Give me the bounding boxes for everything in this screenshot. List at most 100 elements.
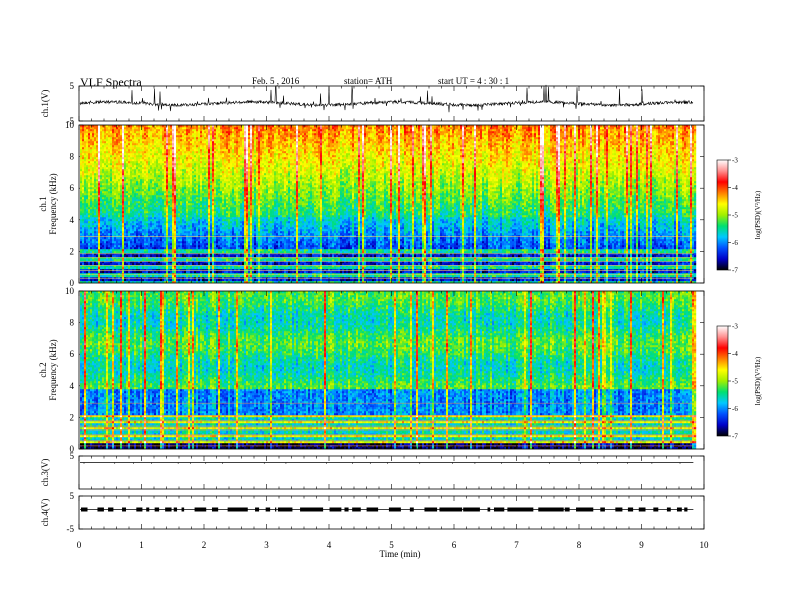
ch1-spectrogram-ytick-3: 6 (70, 183, 75, 193)
ch2-spectrogram-colorbar-tick-2: -5 (732, 378, 738, 386)
ch4-waveform-block (639, 508, 646, 512)
ch4-waveform-ytick-0: 5 (70, 491, 75, 501)
ch1-waveform-ylabel: ch.1(V) (40, 90, 50, 118)
ch1-spectrogram-colorbar-tick-2: -5 (732, 212, 738, 220)
ch4-waveform-block (81, 508, 87, 512)
time-tick-1: 1 (139, 540, 144, 550)
ch1-spectrogram-ytick-5: 10 (65, 120, 75, 130)
ch4-waveform-block (389, 508, 401, 512)
ch4-waveform-block (677, 508, 682, 512)
ch2-spectrogram-ytick-5: 10 (65, 286, 75, 296)
ch2-spectrogram-ylabel-channel: ch.2 (38, 362, 48, 377)
ch2-spectrogram-colorbar-tick-1: -4 (732, 350, 738, 358)
ch4-waveform-block (424, 508, 437, 512)
ch2-spectrogram-ytick-1: 2 (70, 412, 75, 422)
ch4-waveform: 5 -5 ch.4(V) (40, 491, 704, 534)
time-tick-7: 7 (514, 540, 519, 550)
ch2-spectrogram-colorbar-tick-4: -7 (732, 433, 738, 441)
vlf-spectra-figure: VLF Spectra Feb. 5 , 2016 station= ATH s… (0, 0, 792, 612)
ch1-spectrogram-colorbar-tick-0: -3 (732, 157, 738, 165)
ch1-waveform-trace (80, 85, 693, 112)
ch4-waveform-block (278, 508, 293, 512)
ch4-waveform-ylabel: ch.4(V) (40, 499, 50, 527)
ch4-waveform-block (615, 508, 622, 512)
ch4-waveform-block (410, 508, 414, 512)
ch4-waveform-block (367, 508, 379, 512)
ch1-spectrogram-colorbar-tick-4: -7 (732, 267, 738, 275)
ch3-waveform: 5 ch.3(V) (40, 451, 704, 489)
ch2-spectrogram-colorbar-tick-3: -6 (732, 405, 738, 413)
ch1-spectrogram-colorbar-tick-3: -6 (732, 239, 738, 247)
time-axis-label: Time (min) (380, 549, 421, 559)
ch4-waveform-ytick-1: -5 (67, 524, 75, 534)
ch4-waveform-block (653, 508, 658, 512)
ch1-waveform-frame (79, 86, 704, 121)
ch1-colorbar: -3 -4 -5 -6 -7 log(PSD)(V²/Hz) (717, 157, 762, 275)
ch4-waveform-block (667, 508, 671, 512)
ch4-waveform-block (182, 508, 185, 512)
ch4-waveform-block (463, 508, 480, 512)
ch4-waveform-block (136, 508, 142, 512)
ch4-waveform-block (494, 508, 504, 512)
ch2-spectrogram-ytick-3: 6 (70, 349, 75, 359)
ch1-spectrogram-image (80, 125, 696, 283)
time-tick-4: 4 (327, 540, 332, 550)
ch4-waveform-block (576, 508, 593, 512)
ch4-waveform-block (507, 508, 533, 512)
ch4-waveform-block (628, 508, 633, 512)
ch4-waveform-block (439, 508, 462, 512)
time-tick-6: 6 (452, 540, 457, 550)
ch1-spectrogram-colorbar-tick-1: -4 (732, 184, 738, 192)
ch4-waveform-block (174, 508, 177, 512)
ch1-spectrogram-colorbar-label: log(PSD)(V²/Hz) (754, 190, 762, 239)
time-tick-9: 9 (639, 540, 644, 550)
ch3-waveform-ytick-0: 5 (70, 451, 75, 461)
start-time-label: start UT = 4 : 30 : 1 (438, 76, 509, 86)
ch4-waveform-block (255, 508, 259, 512)
ch1-spectrogram-colorbar-scale (717, 160, 728, 270)
time-tick-0: 0 (77, 540, 82, 550)
ch4-waveform-block (600, 508, 605, 512)
ch2-spectrogram-image (80, 291, 696, 449)
ch1-spectrogram-ylabel: Frequency (kHz) (48, 173, 58, 234)
ch2-spectrogram-colorbar-label: log(PSD)(V²/Hz) (754, 356, 762, 405)
ch3-waveform-ylabel: ch.3(V) (40, 459, 50, 487)
ch2-spectrogram-ylabel: Frequency (kHz) (48, 339, 58, 400)
ch1-spectrogram-ylabel-channel: ch.1 (38, 196, 48, 211)
ch4-waveform-block (195, 508, 207, 512)
ch4-waveform-block (275, 508, 276, 512)
ch2-spectrogram-ytick-4: 8 (70, 318, 75, 328)
ch1-spectrogram-ytick-4: 8 (70, 152, 75, 162)
ch4-waveform-block (228, 508, 248, 512)
station-label: station= ATH (344, 76, 393, 86)
ch4-waveform-block (266, 508, 270, 512)
time-tick-10: 10 (700, 540, 710, 550)
ch4-waveform-block (565, 508, 570, 512)
figure-title: VLF Spectra (80, 75, 142, 89)
ch4-waveform-block (684, 508, 687, 512)
ch2-spectrogram-colorbar-scale (717, 326, 728, 436)
ch4-waveform-block (538, 508, 563, 512)
ch4-waveform-block (165, 508, 171, 512)
ch4-waveform-block (352, 508, 361, 512)
ch4-waveform-block (488, 508, 491, 512)
ch4-waveform-block (212, 508, 218, 512)
ch4-waveform-block (344, 508, 348, 512)
time-tick-3: 3 (264, 540, 269, 550)
ch2-spectrogram-ytick-2: 4 (70, 381, 75, 391)
ch1-waveform-ytick-0: 5 (70, 81, 75, 91)
ch4-waveform-block (155, 508, 159, 512)
ch4-waveform-block (146, 508, 149, 512)
ch2-spectrogram-colorbar-tick-0: -3 (732, 323, 738, 331)
ch4-waveform-block (108, 508, 113, 512)
ch4-waveform-block (122, 508, 126, 512)
time-tick-2: 2 (202, 540, 207, 550)
ch1-spectrogram-ytick-1: 2 (70, 246, 75, 256)
ch4-waveform-block (330, 508, 342, 512)
date-label: Feb. 5 , 2016 (252, 76, 300, 86)
ch4-waveform-block (300, 508, 323, 512)
ch2-colorbar: -3 -4 -5 -6 -7 log(PSD)(V²/Hz) (717, 323, 762, 441)
